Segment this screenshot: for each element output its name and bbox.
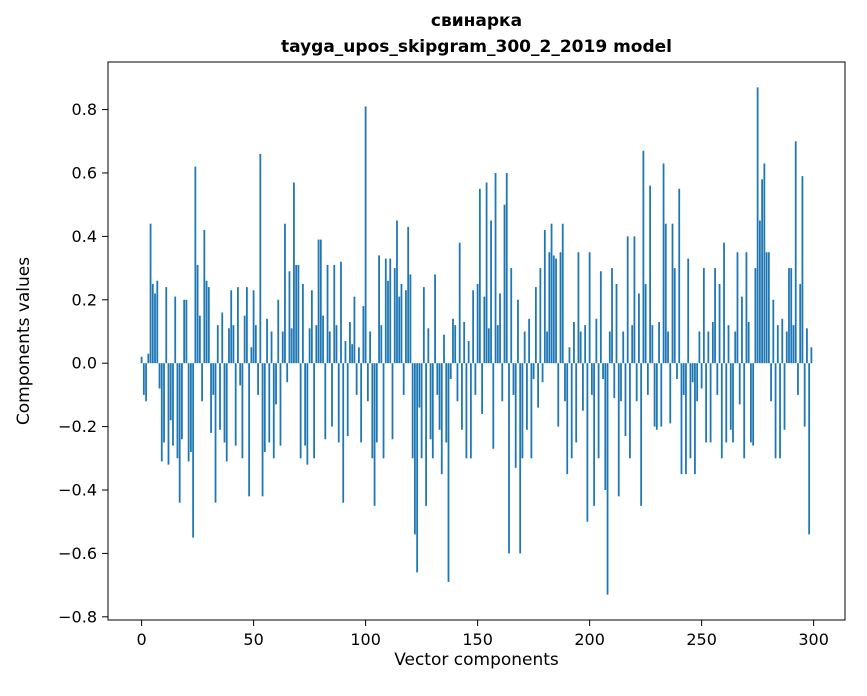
y-tick-label: 0.6 [72,163,97,182]
chart-title: свинарка tayga_upos_skipgram_300_2_2019 … [108,8,845,61]
x-axis-label: Vector components [394,650,559,670]
x-tick-label: 250 [686,630,717,649]
y-tick-label: 0.4 [72,227,97,246]
x-tick-label: 150 [462,630,493,649]
y-tick-label: −0.4 [58,481,97,500]
y-tick-label: −0.8 [58,607,97,626]
bars-group [140,87,813,595]
axes-box [107,61,846,621]
x-tick-label: 200 [574,630,605,649]
y-tick-label: −0.6 [58,544,97,563]
chart-title-word: свинарка [430,11,523,31]
x-axis-ticks: 0 50 100 150 200 250 300 [137,620,829,649]
y-tick-label: −0.2 [58,417,97,436]
x-tick-label: 0 [137,630,147,649]
chart-title-model: tayga_upos_skipgram_300_2_2019 model [281,37,672,58]
y-tick-label: 0.0 [72,354,97,373]
x-tick-label: 300 [798,630,829,649]
y-tick-label: 0.2 [72,290,97,309]
x-tick-label: 100 [350,630,381,649]
y-tick-label: 0.8 [72,100,97,119]
x-tick-label: 50 [243,630,263,649]
y-axis-ticks: 0.8 0.6 0.4 0.2 0.0 −0.2 −0.4 −0.6 −0.8 [58,100,108,626]
